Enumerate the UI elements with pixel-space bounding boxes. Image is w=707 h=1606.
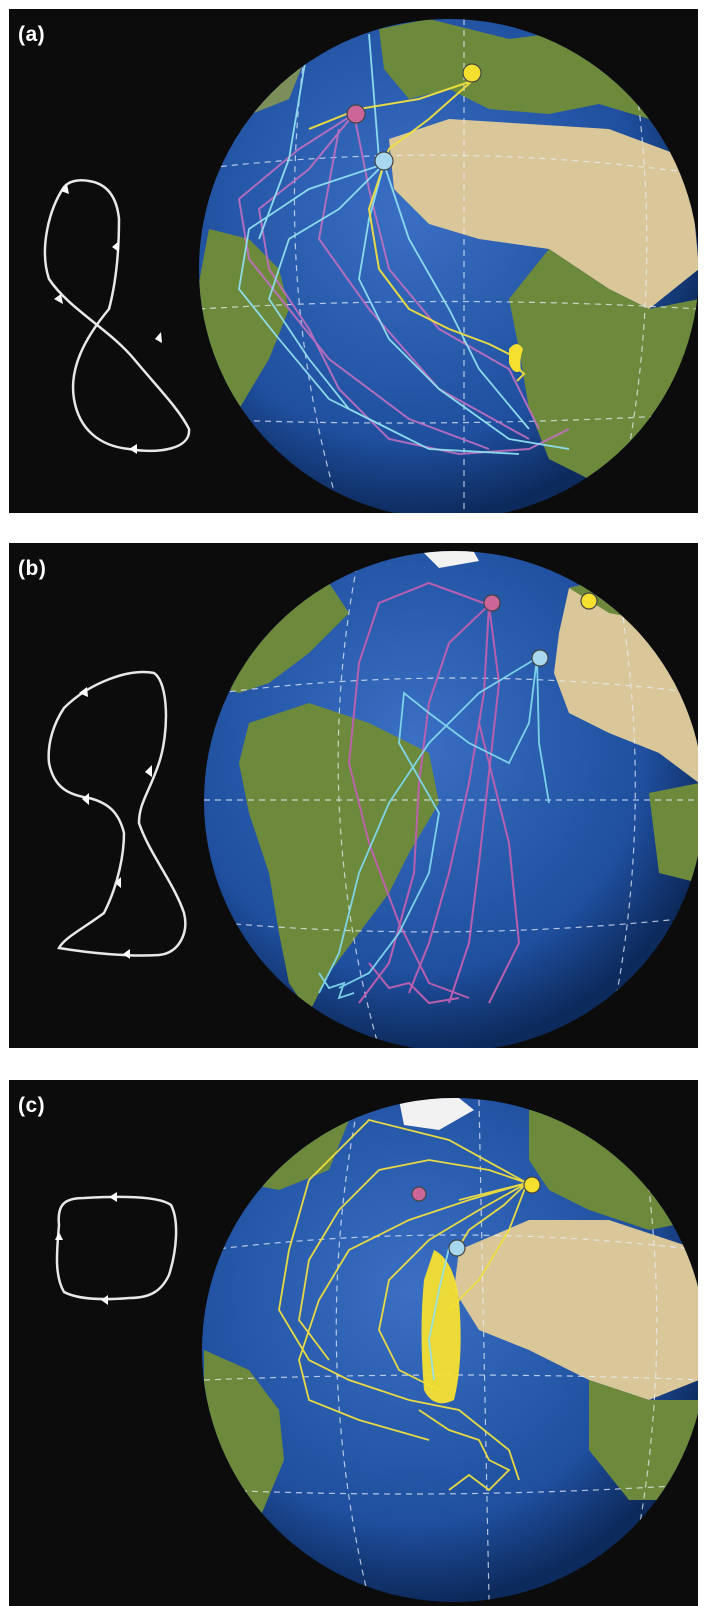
panel-label-a: (a) [18, 23, 46, 46]
globe-c [202, 1098, 698, 1602]
loop-diagram-b [47, 670, 187, 959]
colony-marker-yellow [523, 1176, 541, 1194]
colony-marker-pink [411, 1186, 427, 1202]
loop-diagram-a [43, 179, 191, 454]
colony-marker-yellow [580, 592, 598, 610]
panel-label-b: (b) [18, 557, 47, 580]
colony-marker-pink [346, 104, 366, 124]
colony-marker-pink [483, 594, 501, 612]
colony-marker-blue [448, 1239, 466, 1257]
globe-a [199, 19, 698, 513]
loop-diagram-c [55, 1192, 178, 1305]
panel-b-figure [47, 551, 698, 1048]
panel-a-figure [43, 19, 698, 513]
panel-label-c: (c) [18, 1094, 46, 1117]
globe-b [204, 551, 698, 1048]
colony-marker-blue [531, 649, 549, 667]
panel-a: (a) [9, 9, 698, 513]
panel-c-figure [55, 1098, 698, 1602]
colony-marker-yellow [462, 63, 482, 83]
colony-marker-blue [374, 151, 394, 171]
panel-b: (b) [9, 543, 698, 1048]
panel-c: (c) [9, 1080, 698, 1606]
